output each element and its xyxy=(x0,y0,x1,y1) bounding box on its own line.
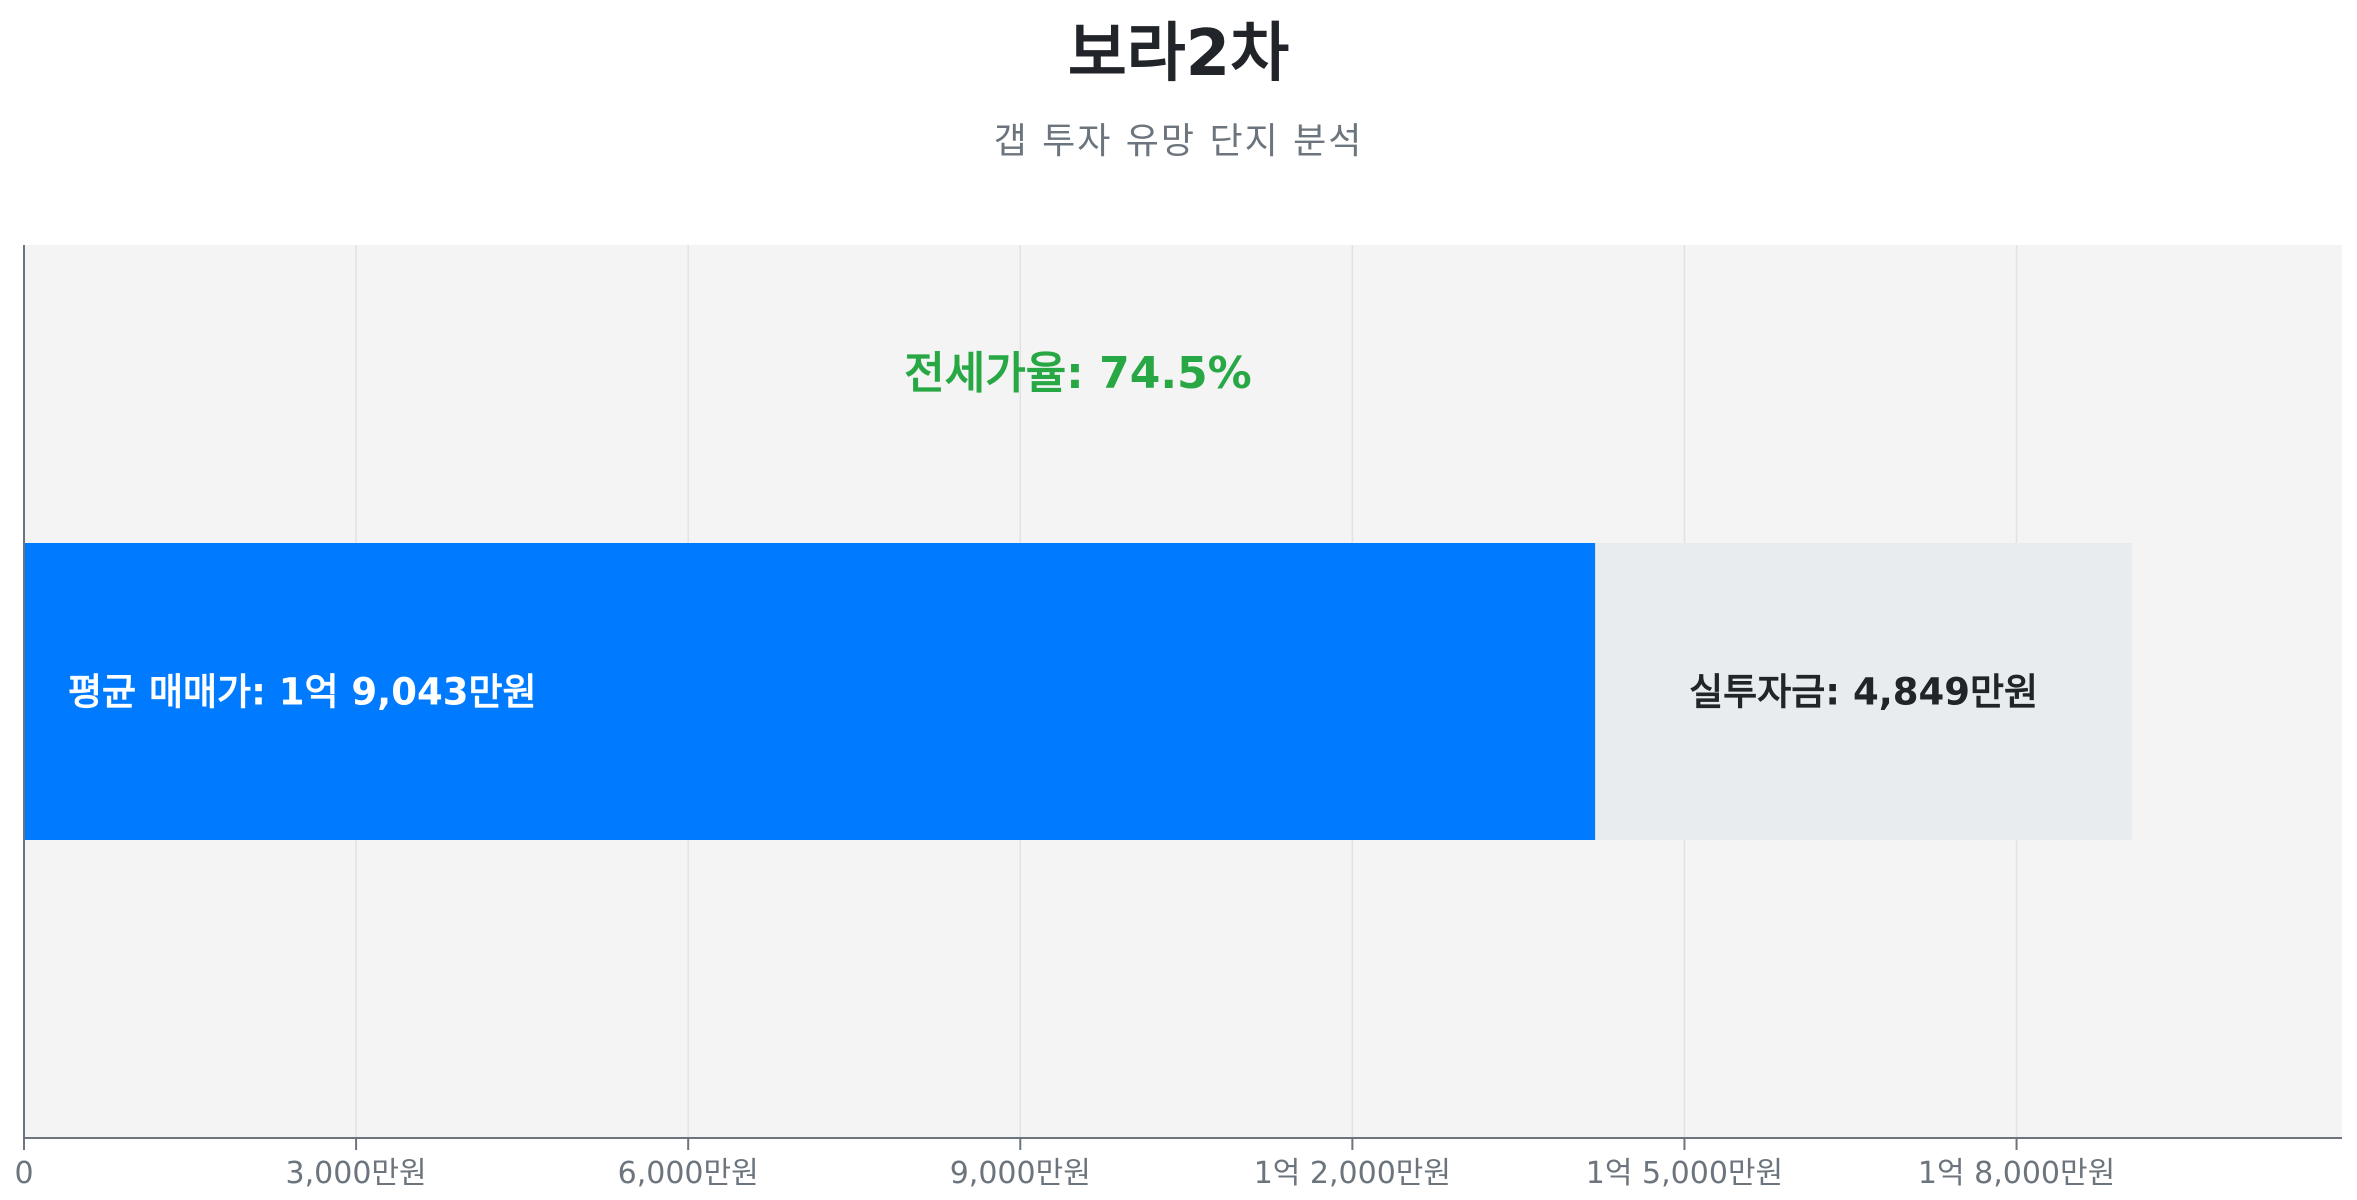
jeonse-bar xyxy=(24,543,1596,840)
x-tick-label: 0 xyxy=(14,1156,33,1191)
x-tick-label: 1억 2,000만원 xyxy=(1254,1156,1451,1191)
investment-label: 실투자금: 4,849만원 xyxy=(1689,671,2038,714)
avg-price-label: 평균 매매가: 1억 9,043만원 xyxy=(68,671,537,714)
page-title: 보라2차 xyxy=(1067,17,1290,91)
x-tick-label: 1억 8,000만원 xyxy=(1918,1156,2115,1191)
axes: 0 3,000만원 6,000만원 9,000만원 1억 2,000만원 1억 5,000… xyxy=(14,245,2342,1191)
x-tick-label: 3,000만원 xyxy=(286,1156,427,1191)
x-tick-label: 6,000만원 xyxy=(618,1156,759,1191)
bars: 평균 매매가: 1억 9,043만원 실투자금: 4,849만원 xyxy=(24,543,2133,840)
x-tick-label: 1억 5,000만원 xyxy=(1586,1156,1783,1191)
x-tick-label: 9,000만원 xyxy=(950,1156,1091,1191)
jeonse-ratio-annotation: 전세가율: 74.5% xyxy=(904,348,1251,399)
page-subtitle: 갭 투자 유망 단지 분석 xyxy=(993,121,1364,162)
investment-bar xyxy=(1595,543,2133,840)
